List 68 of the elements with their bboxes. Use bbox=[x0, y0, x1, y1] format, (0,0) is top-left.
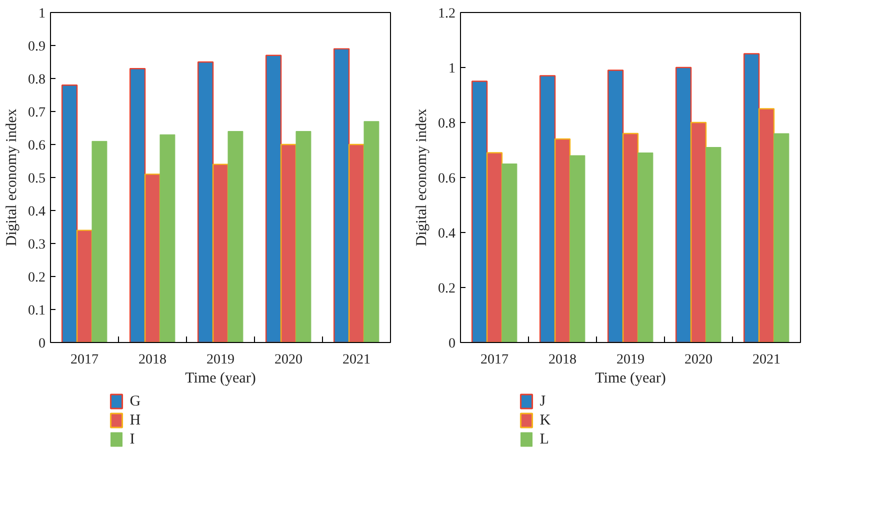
x-tick-label: 2021 bbox=[752, 352, 780, 368]
bar bbox=[144, 174, 161, 342]
bar bbox=[364, 121, 380, 342]
legend-label: K bbox=[540, 412, 551, 428]
x-tick-label: 2017 bbox=[480, 352, 508, 368]
bar bbox=[296, 131, 312, 342]
legend-label: J bbox=[540, 394, 546, 410]
y-tick-label: 0.4 bbox=[438, 226, 456, 242]
bar bbox=[607, 70, 624, 342]
bar bbox=[92, 140, 108, 342]
legend-label: L bbox=[540, 432, 549, 448]
x-tick-label: 2017 bbox=[70, 352, 98, 368]
bar bbox=[61, 84, 78, 342]
legend-label: I bbox=[130, 432, 135, 448]
bar bbox=[471, 80, 488, 342]
bar bbox=[758, 108, 775, 342]
bar bbox=[76, 230, 93, 342]
y-tick-label: 0.6 bbox=[28, 138, 46, 154]
y-tick-label: 0.5 bbox=[28, 172, 46, 186]
bar bbox=[197, 61, 214, 342]
x-axis-title: Time (year) bbox=[185, 370, 256, 386]
bar bbox=[554, 138, 571, 342]
x-tick-label: 2019 bbox=[206, 352, 234, 368]
bar bbox=[486, 152, 503, 342]
y-tick-label: 0.1 bbox=[28, 304, 46, 318]
bar bbox=[348, 144, 365, 342]
y-tick-label: 1.2 bbox=[438, 6, 456, 22]
x-tick-label: 2021 bbox=[342, 352, 370, 368]
y-tick-label: 0.7 bbox=[28, 106, 46, 120]
bar bbox=[570, 155, 586, 342]
y-axis-title: Digital economy index bbox=[4, 108, 20, 246]
bar bbox=[690, 122, 707, 342]
bar bbox=[160, 134, 176, 342]
y-tick-label: 0.8 bbox=[438, 116, 456, 132]
x-axis-title: Time (year) bbox=[595, 370, 666, 386]
y-tick-label: 0.2 bbox=[438, 282, 456, 296]
y-tick-label: 0.9 bbox=[28, 40, 46, 54]
bar bbox=[265, 54, 282, 342]
legend-label: G bbox=[130, 394, 141, 410]
bar bbox=[502, 164, 518, 342]
y-tick-label: 1 bbox=[38, 6, 46, 22]
y-tick-label: 0 bbox=[448, 336, 456, 352]
bar bbox=[743, 53, 760, 342]
y-axis-title: Digital economy index bbox=[414, 108, 430, 246]
bar bbox=[539, 75, 556, 342]
x-tick-label: 2020 bbox=[684, 352, 712, 368]
x-tick-label: 2018 bbox=[548, 352, 576, 368]
bar bbox=[280, 144, 297, 342]
bar bbox=[638, 152, 654, 342]
y-tick-label: 0.2 bbox=[28, 270, 46, 286]
x-tick-label: 2019 bbox=[616, 352, 644, 368]
x-tick-label: 2020 bbox=[274, 352, 302, 368]
y-tick-label: 0.8 bbox=[28, 72, 46, 88]
y-tick-label: 0 bbox=[38, 336, 46, 352]
y-tick-label: 0.6 bbox=[438, 172, 456, 186]
legend-label: H bbox=[130, 412, 141, 428]
bar bbox=[675, 66, 692, 342]
bar bbox=[212, 164, 229, 342]
y-tick-label: 0.3 bbox=[28, 238, 46, 252]
x-tick-label: 2018 bbox=[138, 352, 166, 368]
bar bbox=[622, 132, 639, 342]
bar bbox=[774, 133, 790, 342]
y-tick-label: 0.4 bbox=[28, 204, 46, 220]
y-tick-label: 1 bbox=[448, 62, 456, 76]
bar bbox=[228, 131, 244, 342]
bar bbox=[706, 147, 722, 342]
bar bbox=[333, 48, 350, 342]
bar bbox=[129, 68, 146, 342]
